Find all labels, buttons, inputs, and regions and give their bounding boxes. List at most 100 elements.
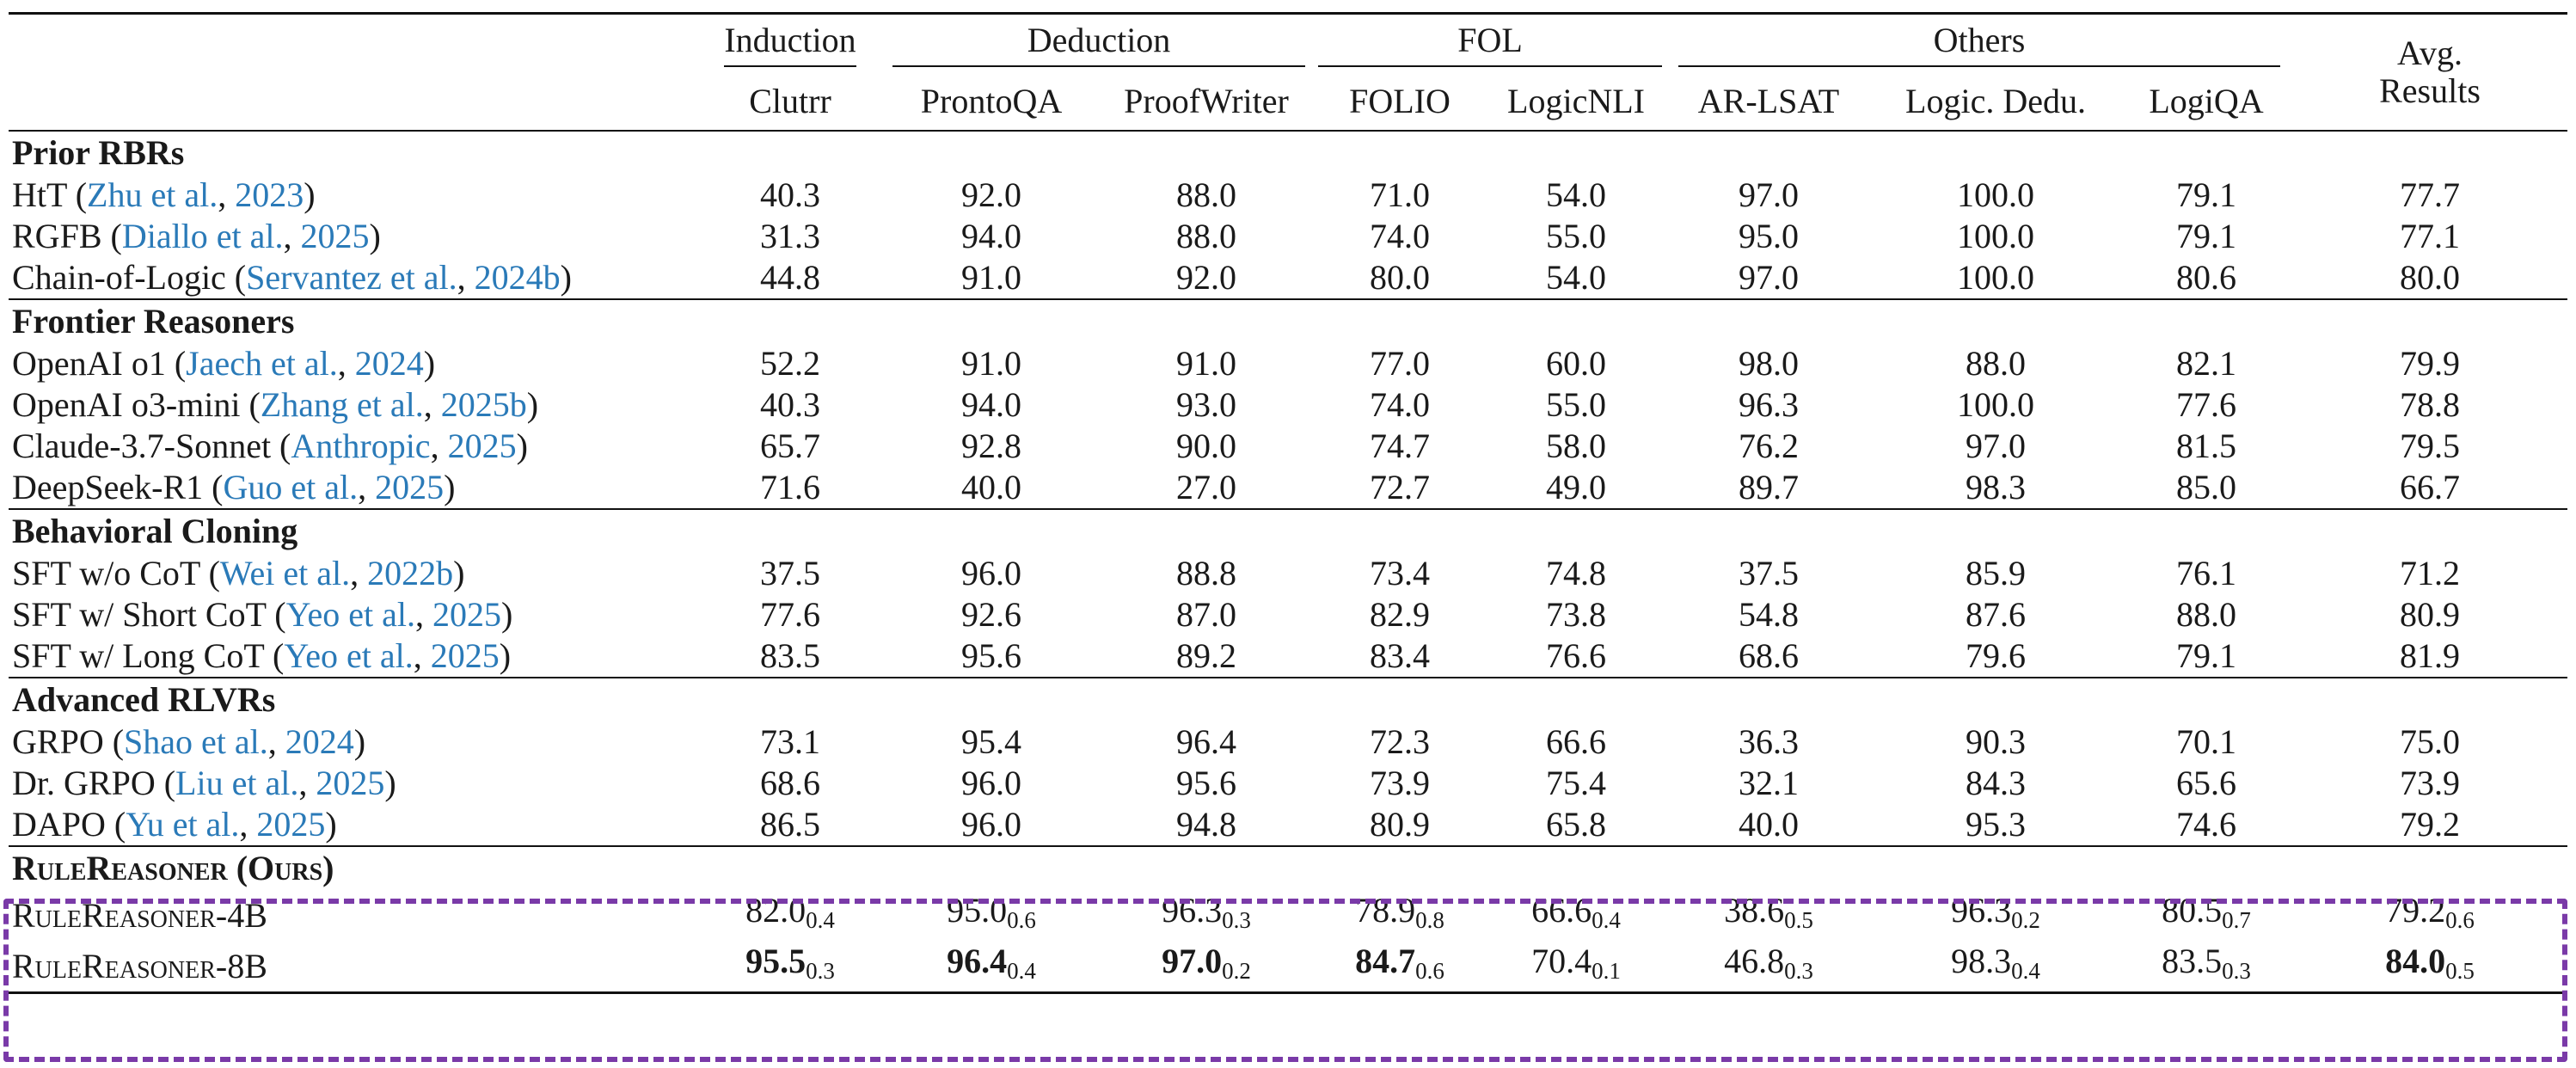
score-cell: 95.50.3 xyxy=(696,941,884,993)
score-cell: 80.6 xyxy=(2176,258,2236,297)
model-name: DAPO (Yu et al., 2025) xyxy=(9,804,696,846)
citation-sep: , xyxy=(413,636,431,675)
model-name: SFT w/o CoT (Wei et al., 2022b) xyxy=(9,553,696,594)
score-cell: 55.0 xyxy=(1546,217,1606,255)
score-std: 0.2 xyxy=(1222,958,1251,984)
citation-sep: , xyxy=(337,344,355,383)
citation-close: ) xyxy=(369,217,381,255)
score-cell: 88.0 xyxy=(1176,175,1236,214)
citation-authors: Yeo et al. xyxy=(284,636,414,675)
citation-close: ) xyxy=(444,468,456,506)
model-name: Chain-of-Logic (Servantez et al., 2024b) xyxy=(9,257,696,299)
score-cell: 92.0 xyxy=(1176,258,1236,297)
score-cell: 87.6 xyxy=(1966,595,2026,634)
citation-sep: , xyxy=(239,805,257,844)
column-header-5: AR-LSAT xyxy=(1697,81,1840,120)
citation-sep: , xyxy=(283,217,301,255)
score-cell: 54.0 xyxy=(1546,258,1606,297)
score-cell: 98.30.4 xyxy=(1871,941,2120,993)
score-cell: 73.4 xyxy=(1370,554,1430,592)
score-cell: 77.6 xyxy=(760,595,820,634)
score-cell: 58.0 xyxy=(1546,427,1606,465)
group-deduction: Deduction xyxy=(884,15,1314,71)
citation-sep: , xyxy=(358,468,376,506)
score-std: 0.3 xyxy=(806,958,835,984)
score-cell: 79.9 xyxy=(2400,344,2460,383)
score-cell: 96.0 xyxy=(961,805,1021,844)
column-header-3: FOLIO xyxy=(1349,81,1451,120)
model-label: SFT w/ Short CoT ( xyxy=(12,595,286,634)
score-cell: 84.00.5 xyxy=(2292,941,2567,993)
citation-year: 2025 xyxy=(447,427,517,465)
column-header-2: ProofWriter xyxy=(1124,81,1289,120)
score-std: 0.6 xyxy=(1415,958,1444,984)
score-cell: 73.9 xyxy=(1370,764,1430,802)
score-cell: 100.0 xyxy=(1957,258,2034,297)
score-cell: 97.0 xyxy=(1966,427,2026,465)
table-row: RuleReasoner-8B 95.50.3 96.40.4 97.00.2 84.7… xyxy=(9,941,2567,993)
section-header: Prior RBRs xyxy=(9,132,2567,175)
citation-authors: Liu et al. xyxy=(175,764,299,802)
score-value: 97.0 xyxy=(1162,942,1223,980)
model-label: DAPO ( xyxy=(12,805,126,844)
score-cell: 88.0 xyxy=(1176,217,1236,255)
citation-close: ) xyxy=(304,175,316,214)
score-cell: 79.1 xyxy=(2176,175,2236,214)
score-cell: 81.9 xyxy=(2400,636,2460,675)
citation-authors: Wei et al. xyxy=(219,554,351,592)
model-name: GRPO (Shao et al., 2024) xyxy=(9,721,696,763)
score-cell: 55.0 xyxy=(1546,385,1606,424)
score-cell: 71.6 xyxy=(760,468,820,506)
score-cell: 92.8 xyxy=(961,427,1021,465)
column-header-7: LogiQA xyxy=(2149,81,2264,120)
citation-close: ) xyxy=(353,722,366,761)
score-cell: 37.5 xyxy=(1739,554,1799,592)
score-cell: 95.00.6 xyxy=(884,890,1099,941)
score-value: 95.5 xyxy=(745,942,807,980)
score-cell: 37.5 xyxy=(760,554,820,592)
score-cell: 98.0 xyxy=(1739,344,1799,383)
citation-authors: Anthropic xyxy=(291,427,431,465)
model-name: OpenAI o3-mini (Zhang et al., 2025b) xyxy=(9,384,696,426)
score-cell: 84.70.6 xyxy=(1314,941,1486,993)
table-row: HtT (Zhu et al., 2023) 40.3 92.0 88.0 71.0 54… xyxy=(9,175,2567,216)
score-cell: 78.90.8 xyxy=(1314,890,1486,941)
score-cell: 88.0 xyxy=(2176,595,2236,634)
score-std: 0.3 xyxy=(1222,907,1251,933)
citation-year: 2025 xyxy=(256,805,326,844)
score-cell: 68.6 xyxy=(1739,636,1799,675)
score-cell: 65.7 xyxy=(760,427,820,465)
score-cell: 80.9 xyxy=(1370,805,1430,844)
score-value: 96.4 xyxy=(947,942,1008,980)
score-cell: 79.2 xyxy=(2400,805,2460,844)
table-row: DeepSeek-R1 (Guo et al., 2025) 71.6 40.0 27… xyxy=(9,467,2567,509)
score-cell: 89.7 xyxy=(1739,468,1799,506)
score-cell: 82.9 xyxy=(1370,595,1430,634)
score-value: 82.0 xyxy=(745,891,807,930)
score-cell: 85.0 xyxy=(2176,468,2236,506)
score-std: 0.4 xyxy=(806,907,835,933)
citation-sep: , xyxy=(430,427,448,465)
citation-sep: , xyxy=(267,722,285,761)
score-cell: 75.0 xyxy=(2400,722,2460,761)
score-value: 79.2 xyxy=(2385,891,2446,930)
section-title: Advanced RLVRs xyxy=(12,680,276,719)
score-cell: 70.1 xyxy=(2176,722,2236,761)
citation-year: 2025 xyxy=(432,595,501,634)
score-cell: 100.0 xyxy=(1957,217,2034,255)
score-cell: 80.0 xyxy=(1370,258,1430,297)
citation-close: ) xyxy=(325,805,337,844)
score-std: 0.3 xyxy=(2222,958,2251,984)
citation-authors: Guo et al. xyxy=(223,468,359,506)
score-cell: 78.8 xyxy=(2400,385,2460,424)
score-cell: 97.0 xyxy=(1739,258,1799,297)
section-header: RuleReasoner (Ours) xyxy=(9,847,2567,890)
score-cell: 71.2 xyxy=(2400,554,2460,592)
score-cell: 79.6 xyxy=(1966,636,2026,675)
score-value: 96.3 xyxy=(1951,891,2012,930)
score-cell: 94.8 xyxy=(1176,805,1236,844)
score-std: 0.6 xyxy=(1007,907,1036,933)
score-cell: 95.4 xyxy=(961,722,1021,761)
score-value: 84.0 xyxy=(2385,942,2446,980)
score-cell: 36.3 xyxy=(1739,722,1799,761)
